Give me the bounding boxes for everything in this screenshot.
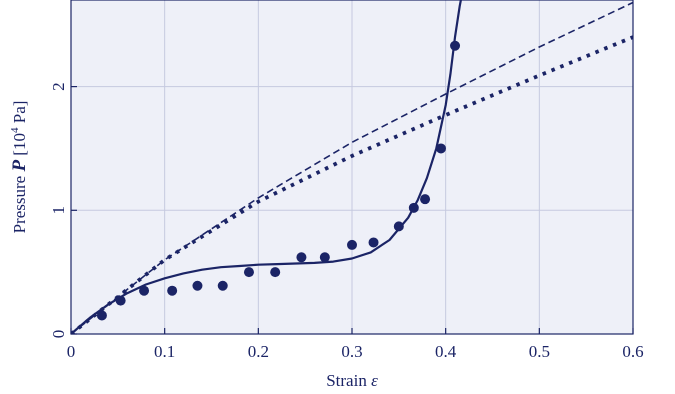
data-point (139, 285, 150, 296)
y-axis-label: Pressure P [104 Pa] (9, 101, 30, 234)
series-layer (71, 0, 633, 334)
data-point (270, 267, 281, 278)
ticks: 0 0.1 0.2 0.3 0.4 0.5 0.6 0 1 2 (49, 82, 644, 361)
grid (71, 0, 633, 334)
x-tick-label: 0 (67, 342, 76, 361)
data-point (393, 221, 404, 232)
x-tick-label: 0.5 (529, 342, 550, 361)
data-point (167, 285, 178, 296)
x-tick-label: 0.2 (248, 342, 269, 361)
y-tick-label: 2 (49, 82, 68, 91)
y-tick-label: 1 (49, 206, 68, 215)
data-point (243, 267, 254, 278)
x-tick-label: 0.6 (622, 342, 643, 361)
data-point (347, 239, 357, 250)
y-tick-label: 0 (49, 330, 68, 339)
dashed-curve (71, 1, 633, 334)
x-tick-label: 0.1 (154, 342, 175, 361)
data-point (368, 237, 379, 248)
data-point (296, 252, 307, 263)
data-point (450, 40, 461, 51)
data-point (192, 280, 203, 291)
data-point (435, 143, 446, 154)
data-point (420, 194, 431, 205)
data-point (319, 252, 330, 263)
data-point (408, 202, 419, 213)
fit-curve (71, 0, 462, 334)
x-tick-label: 0.4 (435, 342, 457, 361)
data-point (96, 310, 107, 321)
x-tick-label: 0.3 (341, 342, 362, 361)
data-point (115, 295, 126, 306)
dotted-curve (71, 35, 633, 334)
data-point (217, 280, 228, 291)
x-axis-label: Strain ε (326, 371, 378, 390)
